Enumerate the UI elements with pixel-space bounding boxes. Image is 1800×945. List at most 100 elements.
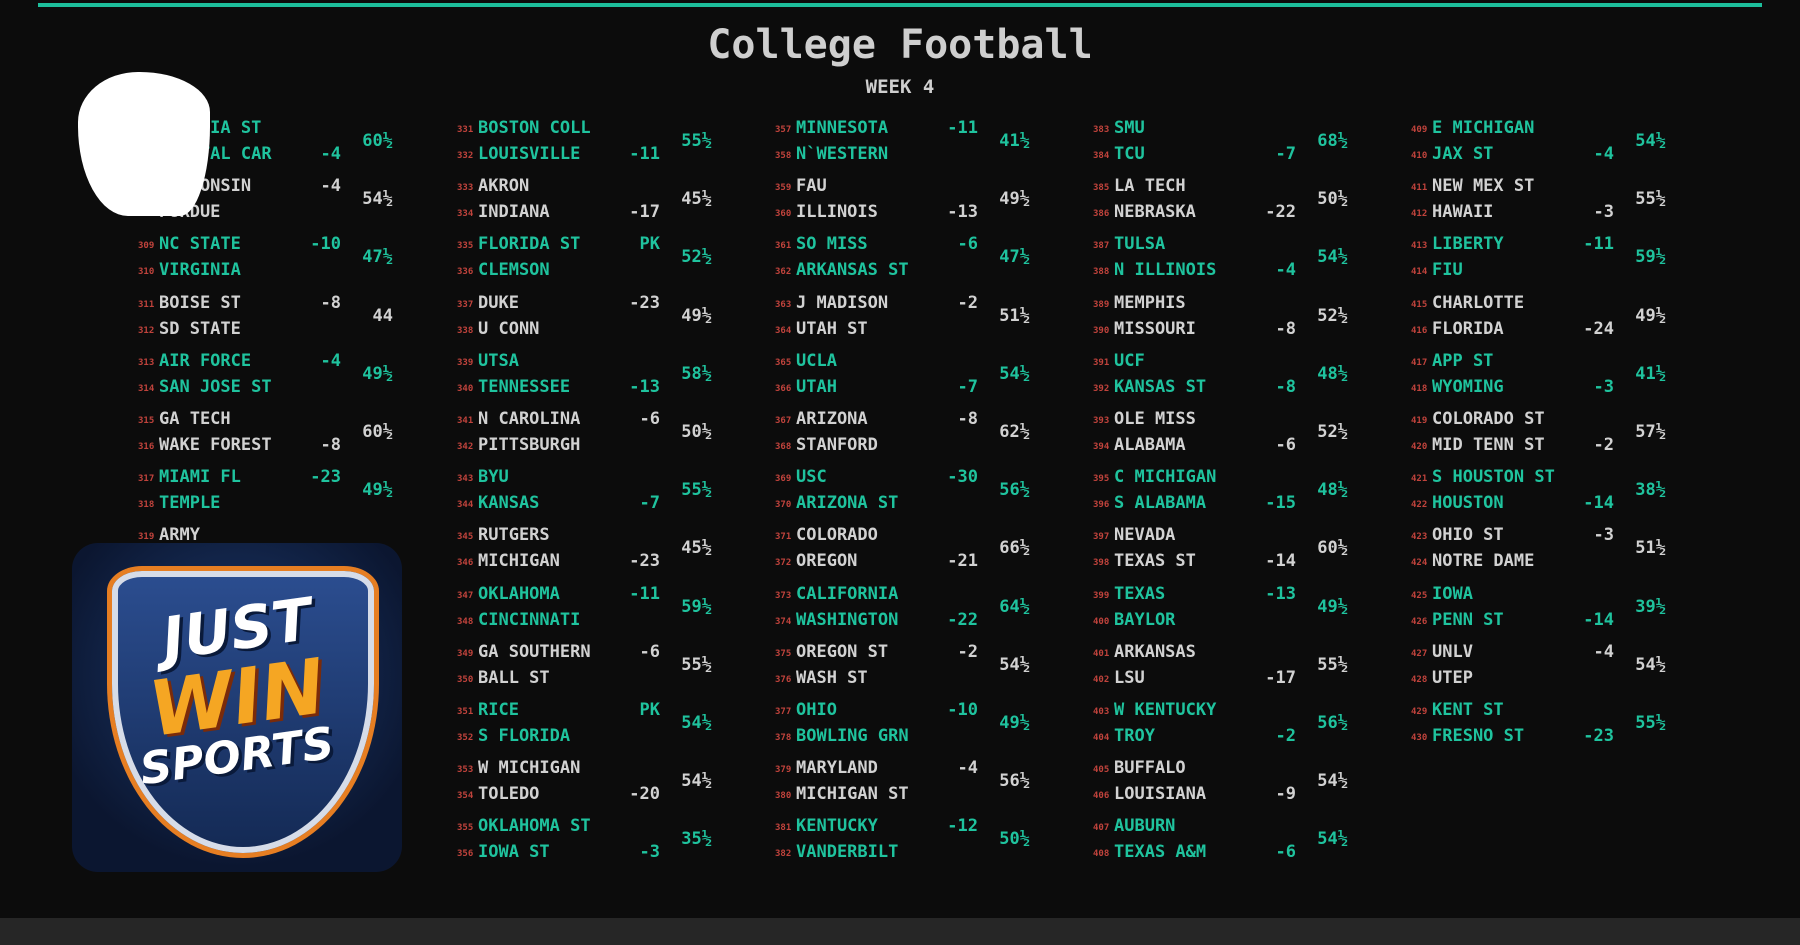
point-spread: -12	[947, 816, 978, 837]
point-spread: -11	[629, 144, 660, 164]
game-row: 403 W KENTUCKY 404 TROY -2 56½	[1093, 700, 1393, 758]
week-label: WEEK 4	[865, 76, 935, 98]
over-under-total: 50½	[999, 829, 1030, 850]
point-spread: -13	[1265, 583, 1296, 604]
game-row: 389 MEMPHIS 390 MISSOURI -8 52½	[1093, 293, 1393, 351]
team-name: BOWLING GRN	[796, 725, 909, 746]
home-team-line: 334 INDIANA -17	[457, 202, 717, 228]
team-name: OHIO ST	[1432, 525, 1504, 546]
rotation-number: 313	[138, 357, 155, 368]
point-spread: -3	[1593, 525, 1614, 546]
over-under-total: 60½	[1317, 538, 1348, 559]
over-under-total: 49½	[362, 363, 393, 384]
rotation-number: 403	[1093, 706, 1110, 717]
rotation-number: 353	[457, 765, 474, 776]
rotation-number: 412	[1411, 209, 1428, 220]
rotation-number: 394	[1093, 441, 1110, 452]
home-team-line: 314 SAN JOSE ST	[138, 377, 398, 403]
game-row: 397 NEVADA 398 TEXAS ST -14 60½	[1093, 525, 1393, 583]
home-team-line: 364 UTAH ST	[775, 319, 1035, 345]
point-spread: -7	[639, 493, 660, 514]
away-team-line: 401 ARKANSAS	[1093, 642, 1353, 668]
games-column: 331 BOSTON COLL 332 LOUISVILLE -11 55½ 333 AKRO…	[457, 118, 757, 874]
rotation-number: 374	[775, 616, 792, 627]
game-row: 405 BUFFALO 406 LOUISIANA -9 54½	[1093, 758, 1393, 816]
team-name: BOSTON COLL	[478, 118, 591, 138]
rotation-number: 380	[775, 791, 792, 802]
away-team-line: 387 TULSA	[1093, 234, 1353, 260]
team-name: ARKANSAS	[1114, 641, 1196, 662]
rotation-number: 351	[457, 706, 474, 717]
game-row: 309 NC STATE -10 310 VIRGINIA 47½	[138, 234, 438, 292]
team-name: OREGON	[796, 551, 858, 572]
over-under-total: 47½	[362, 247, 393, 268]
over-under-total: 55½	[681, 654, 712, 675]
home-team-line: 374 WASHINGTON -22	[775, 610, 1035, 636]
home-team-line: 398 TEXAS ST -14	[1093, 551, 1353, 577]
over-under-total: 52½	[1317, 305, 1348, 326]
away-team-line: 405 BUFFALO	[1093, 758, 1353, 784]
rotation-number: 355	[457, 823, 474, 834]
home-team-line: 426 PENN ST -14	[1411, 610, 1671, 636]
over-under-total: 41½	[999, 131, 1030, 151]
over-under-total: 64½	[999, 596, 1030, 617]
away-team-line: 389 MEMPHIS	[1093, 293, 1353, 319]
game-row: 385 LA TECH 386 NEBRASKA -22 50½	[1093, 176, 1393, 234]
away-team-line: 393 OLE MISS	[1093, 409, 1353, 435]
point-spread: -8	[957, 408, 978, 429]
home-team-line: 416 FLORIDA -24	[1411, 319, 1671, 345]
team-name: RICE	[478, 699, 519, 720]
point-spread: -4	[320, 350, 341, 371]
over-under-total: 55½	[1635, 189, 1666, 210]
game-row: 391 UCF 392 KANSAS ST -8 48½	[1093, 351, 1393, 409]
home-team-line: 348 CINCINNATI	[457, 610, 717, 636]
point-spread: -2	[1593, 434, 1614, 455]
game-row: 341 N CAROLINA -6 342 PITTSBURGH 50½	[457, 409, 757, 467]
away-team-line: 369 USC -30	[775, 467, 1035, 493]
team-name: LIBERTY	[1432, 234, 1504, 255]
home-team-line: 354 TOLEDO -20	[457, 784, 717, 810]
point-spread: -8	[320, 434, 341, 455]
home-team-line: 406 LOUISIANA -9	[1093, 784, 1353, 810]
away-team-line: 319 ARMY	[138, 525, 398, 551]
point-spread: -4	[957, 758, 978, 779]
rotation-number: 317	[138, 474, 155, 485]
team-name: PITTSBURGH	[478, 434, 581, 455]
over-under-total: 54½	[999, 363, 1030, 384]
team-name: SD STATE	[159, 318, 241, 339]
point-spread: -4	[320, 144, 341, 164]
home-team-line: 368 STANFORD	[775, 435, 1035, 461]
team-name: MEMPHIS	[1114, 292, 1186, 313]
team-name: N`WESTERN	[796, 144, 889, 164]
rotation-number: 309	[138, 241, 155, 252]
over-under-total: 49½	[999, 712, 1030, 733]
rotation-number: 319	[138, 532, 155, 543]
rotation-number: 316	[138, 441, 155, 452]
rotation-number: 352	[457, 732, 474, 743]
game-row: 379 MARYLAND -4 380 MICHIGAN ST 56½	[775, 758, 1075, 816]
over-under-total: 48½	[1317, 480, 1348, 501]
game-row: 349 GA SOUTHERN -6 350 BALL ST 55½	[457, 642, 757, 700]
rotation-number: 427	[1411, 648, 1428, 659]
rotation-number: 397	[1093, 532, 1110, 543]
away-team-line: 381 KENTUCKY -12	[775, 816, 1035, 842]
team-name: OLE MISS	[1114, 408, 1196, 429]
team-name: BYU	[478, 467, 509, 488]
team-name: WASHINGTON	[796, 609, 899, 630]
home-team-line: 370 ARIZONA ST	[775, 493, 1035, 519]
team-name: ARIZONA	[796, 408, 868, 429]
team-name: AUBURN	[1114, 816, 1176, 837]
away-team-line: 367 ARIZONA -8	[775, 409, 1035, 435]
over-under-total: 41½	[1635, 363, 1666, 384]
over-under-total: 38½	[1635, 480, 1666, 501]
game-row: 411 NEW MEX ST 412 HAWAII -3 55½	[1411, 176, 1711, 234]
home-team-line: 352 S FLORIDA	[457, 726, 717, 752]
away-team-line: 429 KENT ST	[1411, 700, 1671, 726]
point-spread: -30	[947, 467, 978, 488]
home-team-line: 342 PITTSBURGH	[457, 435, 717, 461]
rotation-number: 429	[1411, 706, 1428, 717]
team-name: PENN ST	[1432, 609, 1504, 630]
away-team-line: 417 APP ST	[1411, 351, 1671, 377]
rotation-number: 354	[457, 791, 474, 802]
away-team-line: 341 N CAROLINA -6	[457, 409, 717, 435]
